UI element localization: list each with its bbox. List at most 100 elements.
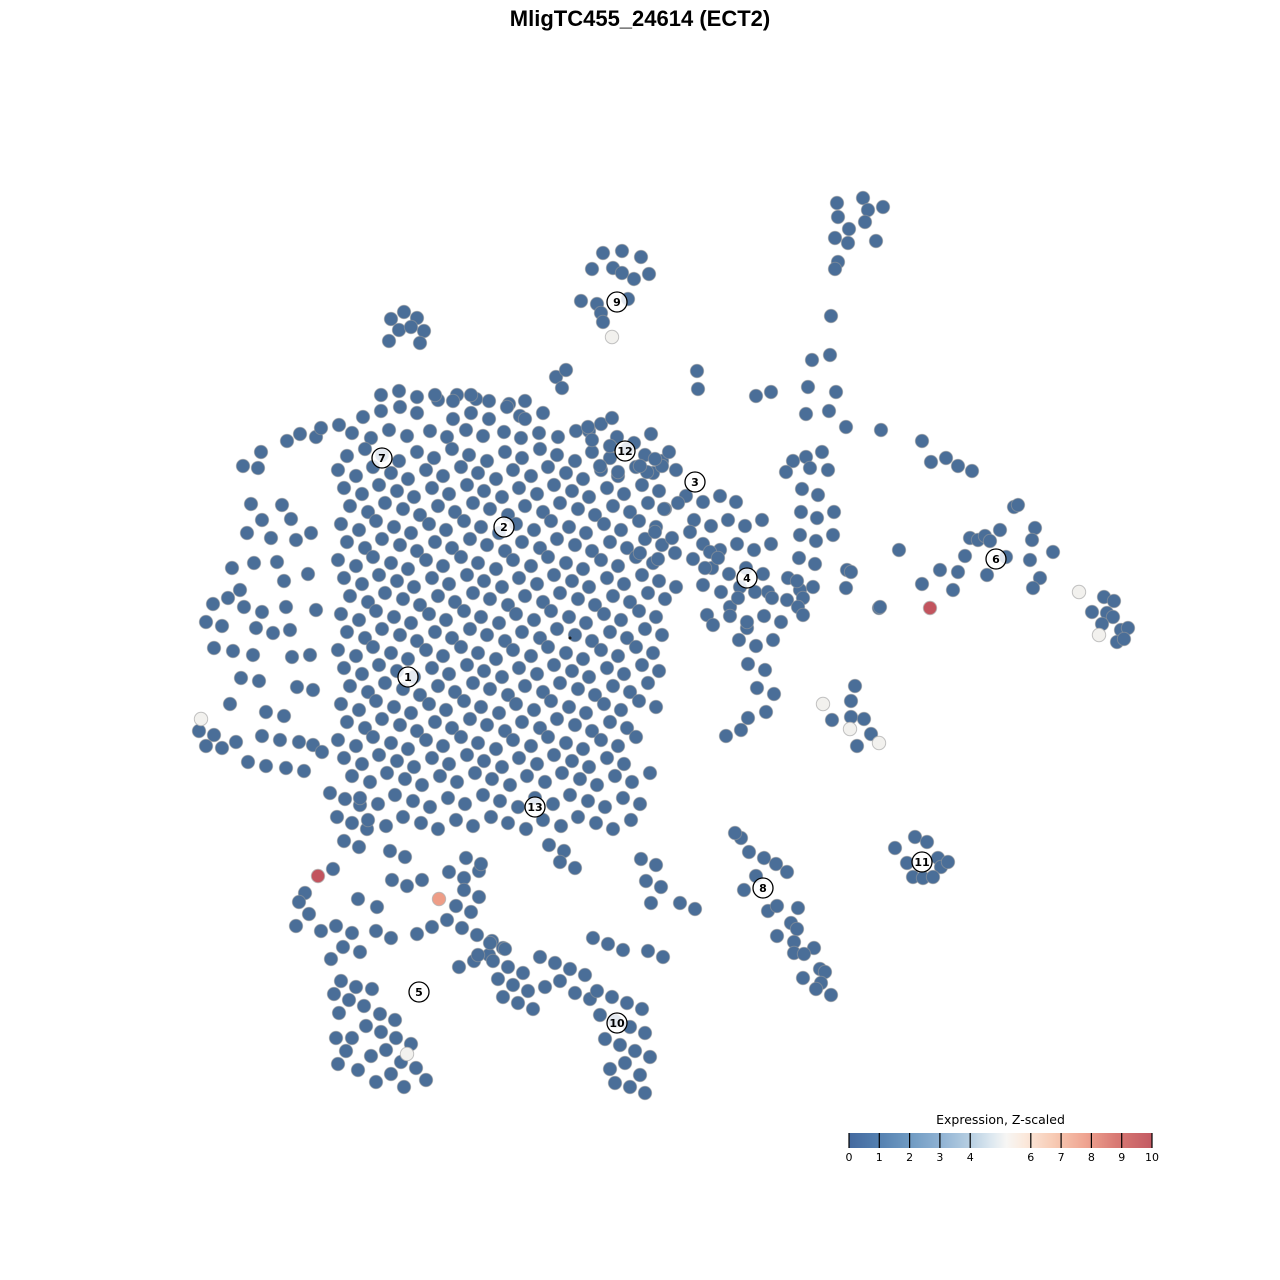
scatter-point xyxy=(634,477,650,493)
legend-tick-label: 6 xyxy=(1027,1151,1034,1164)
scatter-point xyxy=(465,818,481,834)
scatter-point xyxy=(526,612,542,628)
scatter-point xyxy=(453,639,469,655)
scatter-point xyxy=(470,645,486,661)
scatter-point xyxy=(532,630,548,646)
scatter-point xyxy=(441,486,457,502)
scatter-point xyxy=(232,582,248,598)
scatter-point xyxy=(768,856,784,872)
scatter-point xyxy=(640,585,656,601)
scatter-point xyxy=(633,851,649,867)
scatter-point xyxy=(597,799,613,815)
scatter-point xyxy=(400,741,416,757)
scatter-point xyxy=(1022,552,1038,568)
legend-tick-label: 0 xyxy=(846,1151,853,1164)
scatter-point xyxy=(810,487,826,503)
scatter-point xyxy=(830,209,846,225)
scatter-point xyxy=(424,480,440,496)
scatter-point xyxy=(558,362,574,378)
scatter-point xyxy=(755,566,771,582)
scatter-point xyxy=(575,561,591,577)
scatter-point xyxy=(496,424,512,440)
scatter-point xyxy=(517,678,533,694)
scatter-point xyxy=(703,518,719,534)
scatter-point xyxy=(545,796,561,812)
expression-legend: Expression, Z-scaled 0 1 2 3 4 6 7 8 9 10 xyxy=(846,1112,1160,1164)
scatter-point xyxy=(515,965,531,981)
scatter-point xyxy=(558,645,574,661)
scatter-point xyxy=(508,606,524,622)
chart-title: MligTC455_24614 (ECT2) xyxy=(510,6,770,31)
scatter-point xyxy=(383,645,399,661)
scatter-point xyxy=(374,531,390,547)
scatter-point xyxy=(378,818,394,834)
scatter-point xyxy=(497,444,513,460)
scatter-point xyxy=(838,419,854,435)
scatter-point xyxy=(616,486,632,502)
scatter-point xyxy=(351,839,367,855)
scatter-point xyxy=(823,987,839,1003)
scatter-point xyxy=(511,570,527,586)
scatter-point xyxy=(224,560,240,576)
scatter-point xyxy=(435,738,451,754)
scatter-point xyxy=(766,686,782,702)
scatter-point xyxy=(562,961,578,977)
scatter-point xyxy=(427,714,443,730)
scatter-point xyxy=(456,513,472,529)
scatter-point xyxy=(348,468,364,484)
scatter-point xyxy=(517,411,533,427)
scatter-point xyxy=(365,549,381,565)
scatter-point xyxy=(467,765,483,781)
scatter-point xyxy=(360,812,376,828)
scatter-point xyxy=(605,821,621,837)
scatter-point xyxy=(847,678,863,694)
scatter-point xyxy=(655,949,671,965)
scatter-point xyxy=(459,657,475,673)
scatter-point xyxy=(331,1005,347,1021)
scatter-point xyxy=(323,951,339,967)
scatter-point xyxy=(593,552,609,568)
scatter-point xyxy=(733,722,749,738)
scatter-point xyxy=(631,513,647,529)
scatter-point xyxy=(651,573,667,589)
scatter-point xyxy=(821,403,837,419)
scatter-point xyxy=(580,793,596,809)
scatter-point xyxy=(409,633,425,649)
scatter-point xyxy=(599,480,615,496)
scatter-point xyxy=(441,666,457,682)
scatter-point xyxy=(350,891,366,907)
scatter-point xyxy=(570,501,586,517)
cluster-label-circle xyxy=(736,567,758,589)
scatter-point xyxy=(863,726,879,742)
scatter-point xyxy=(291,894,307,910)
scatter-point xyxy=(540,729,556,745)
scatter-point xyxy=(840,235,856,251)
scatter-point xyxy=(254,512,270,528)
scatter-point xyxy=(634,657,650,673)
scatter-point xyxy=(391,453,407,469)
scatter-point xyxy=(272,732,288,748)
scatter-point xyxy=(736,882,752,898)
scatter-point xyxy=(370,796,386,812)
cluster-label-3: 3 xyxy=(684,471,706,493)
scatter-point xyxy=(447,504,463,520)
scatter-point xyxy=(240,754,256,770)
scatter-point xyxy=(554,765,570,781)
scatter-point xyxy=(769,898,785,914)
scatter-point xyxy=(396,304,412,320)
scatter-point xyxy=(360,684,376,700)
scatter-point xyxy=(250,460,266,476)
scatter-point xyxy=(580,419,596,435)
scatter-point xyxy=(597,1031,613,1047)
scatter-point xyxy=(374,711,390,727)
scatter-point xyxy=(875,199,891,215)
scatter-point xyxy=(336,570,352,586)
scatter-point xyxy=(459,567,475,583)
scatter-point xyxy=(377,675,393,691)
scatter-point xyxy=(626,271,642,287)
scatter-point xyxy=(368,513,384,529)
scatter-point xyxy=(409,389,425,405)
scatter-point xyxy=(599,570,615,586)
scatter-point xyxy=(278,760,294,776)
